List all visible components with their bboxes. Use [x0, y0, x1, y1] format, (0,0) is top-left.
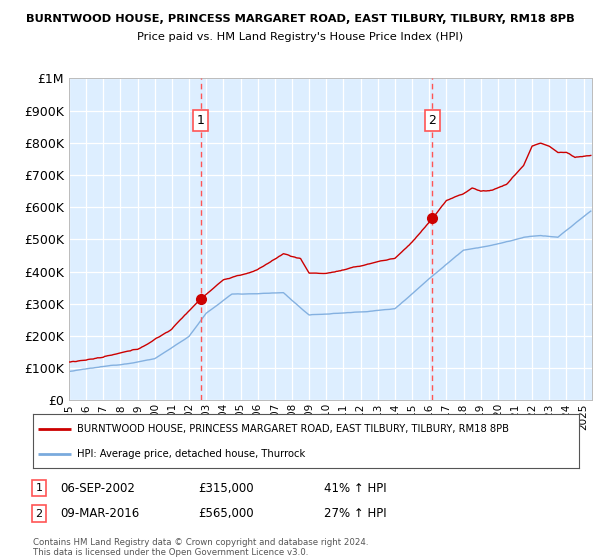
Text: 1: 1: [35, 483, 43, 493]
Text: 1: 1: [197, 114, 205, 127]
Text: 41% ↑ HPI: 41% ↑ HPI: [324, 482, 386, 495]
Text: Contains HM Land Registry data © Crown copyright and database right 2024.
This d: Contains HM Land Registry data © Crown c…: [33, 538, 368, 557]
Text: 2: 2: [35, 508, 43, 519]
Text: HPI: Average price, detached house, Thurrock: HPI: Average price, detached house, Thur…: [77, 449, 305, 459]
Text: £565,000: £565,000: [198, 507, 254, 520]
Text: BURNTWOOD HOUSE, PRINCESS MARGARET ROAD, EAST TILBURY, TILBURY, RM18 8PB: BURNTWOOD HOUSE, PRINCESS MARGARET ROAD,…: [26, 14, 574, 24]
Text: 2: 2: [428, 114, 436, 127]
Text: Price paid vs. HM Land Registry's House Price Index (HPI): Price paid vs. HM Land Registry's House …: [137, 32, 463, 43]
Text: £315,000: £315,000: [198, 482, 254, 495]
Text: 27% ↑ HPI: 27% ↑ HPI: [324, 507, 386, 520]
Text: 09-MAR-2016: 09-MAR-2016: [60, 507, 139, 520]
Text: BURNTWOOD HOUSE, PRINCESS MARGARET ROAD, EAST TILBURY, TILBURY, RM18 8PB: BURNTWOOD HOUSE, PRINCESS MARGARET ROAD,…: [77, 424, 509, 434]
Text: 06-SEP-2002: 06-SEP-2002: [60, 482, 135, 495]
